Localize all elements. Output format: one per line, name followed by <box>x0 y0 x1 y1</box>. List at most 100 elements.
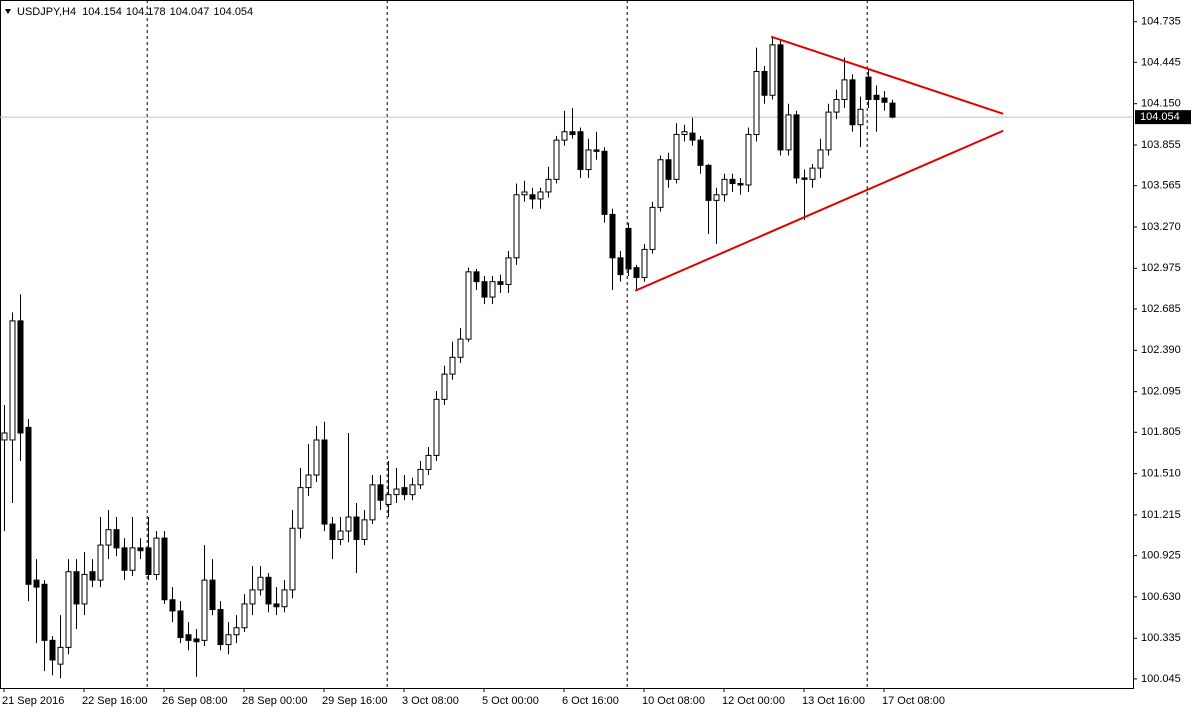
candle-body <box>1 432 8 441</box>
y-tick-label: 101.510 <box>1141 468 1181 480</box>
candle-body <box>185 634 192 641</box>
candle-body <box>561 131 568 141</box>
candle-body <box>401 487 408 496</box>
candle-body <box>113 529 120 549</box>
candle-body <box>337 530 344 540</box>
candle-body <box>609 213 616 259</box>
candle-body <box>137 547 144 552</box>
candle-body <box>329 523 336 540</box>
candle-body <box>689 132 696 141</box>
candle-body <box>129 547 136 571</box>
candle-body <box>729 178 736 185</box>
candle-body <box>617 257 624 276</box>
x-tick-label: 10 Oct 08:00 <box>642 695 705 707</box>
candle-body <box>833 98 840 113</box>
x-tick-label: 29 Sep 16:00 <box>322 695 387 707</box>
candle-body <box>441 373 448 400</box>
candle-body <box>753 70 760 136</box>
candle-body <box>241 603 248 629</box>
y-tick-label: 102.390 <box>1141 344 1181 356</box>
candle-body <box>73 571 80 605</box>
candle-body <box>505 257 512 285</box>
candle-body <box>481 281 488 298</box>
candle-body <box>809 167 816 180</box>
x-tick-label: 3 Oct 08:00 <box>402 695 459 707</box>
candle-body <box>121 547 128 571</box>
trendline <box>634 129 1004 292</box>
candle-body <box>433 398 440 456</box>
candle-body <box>65 571 72 648</box>
candle-body <box>89 571 96 581</box>
candle-body <box>209 579 216 611</box>
candle-body <box>785 114 792 151</box>
plot-frame <box>0 0 1134 689</box>
candle-body <box>545 178 552 193</box>
candle-body <box>289 527 296 591</box>
candle-body <box>697 139 704 166</box>
candle-body <box>721 178 728 196</box>
current-price-box <box>1135 110 1191 125</box>
candle-body <box>713 194 720 201</box>
candle-body <box>217 609 224 646</box>
candle-body <box>273 603 280 608</box>
y-tick-label: 104.735 <box>1141 16 1181 28</box>
y-tick-label: 100.045 <box>1141 673 1181 685</box>
candle-body <box>201 579 208 641</box>
x-tick-label: 17 Oct 08:00 <box>882 695 945 707</box>
candle-body <box>681 131 688 136</box>
y-tick-label: 100.630 <box>1141 591 1181 603</box>
candle-body <box>881 97 888 103</box>
candle-body <box>673 134 680 180</box>
candle-body <box>577 131 584 171</box>
candle-body <box>369 484 376 521</box>
candle-body <box>9 320 16 441</box>
candle-body <box>169 599 176 612</box>
candle-body <box>17 320 24 434</box>
candle-body <box>225 634 232 646</box>
y-tick-label: 100.335 <box>1141 632 1181 644</box>
candle-body <box>497 281 504 285</box>
candle-body <box>449 356 456 375</box>
candle-body <box>81 574 88 605</box>
candle-body <box>633 267 640 278</box>
candle-body <box>265 576 272 605</box>
candle-body <box>25 426 32 585</box>
candle-body <box>409 484 416 496</box>
candle-body <box>649 206 656 250</box>
y-tick-label: 102.095 <box>1141 386 1181 398</box>
y-tick-label: 103.270 <box>1141 221 1181 233</box>
candle-body <box>489 281 496 298</box>
candle-body <box>233 627 240 636</box>
x-tick-label: 6 Oct 16:00 <box>562 695 619 707</box>
candle-body <box>345 516 352 532</box>
y-tick-label: 104.445 <box>1141 56 1181 68</box>
candle-body <box>537 191 544 200</box>
ohlc-close: 104.054 <box>213 6 253 18</box>
candle-body <box>857 108 864 126</box>
candle-body <box>801 177 808 180</box>
symbol: USDJPY,H4 <box>17 6 76 18</box>
candle-body <box>657 159 664 208</box>
x-tick-label: 12 Oct 00:00 <box>722 695 785 707</box>
candle-body <box>249 589 256 605</box>
x-tick-label: 5 Oct 00:00 <box>482 695 539 707</box>
candle-body <box>705 164 712 201</box>
candle-body <box>889 102 896 118</box>
candle-body <box>305 474 312 489</box>
y-tick-label: 102.685 <box>1141 303 1181 315</box>
y-tick-label: 101.805 <box>1141 426 1181 438</box>
candle-body <box>393 488 400 496</box>
candle-body <box>145 547 152 576</box>
ohlc-open: 104.154 <box>82 6 122 18</box>
candle-body <box>161 537 168 601</box>
x-tick-label: 28 Sep 00:00 <box>242 695 307 707</box>
trendline <box>770 35 1004 115</box>
candle-body <box>817 149 824 169</box>
candle-body <box>777 44 784 151</box>
candle-body <box>41 583 48 641</box>
candle-body <box>841 79 848 100</box>
candle-body <box>513 194 520 259</box>
candle-body <box>737 183 744 186</box>
candle-body <box>57 646 64 665</box>
